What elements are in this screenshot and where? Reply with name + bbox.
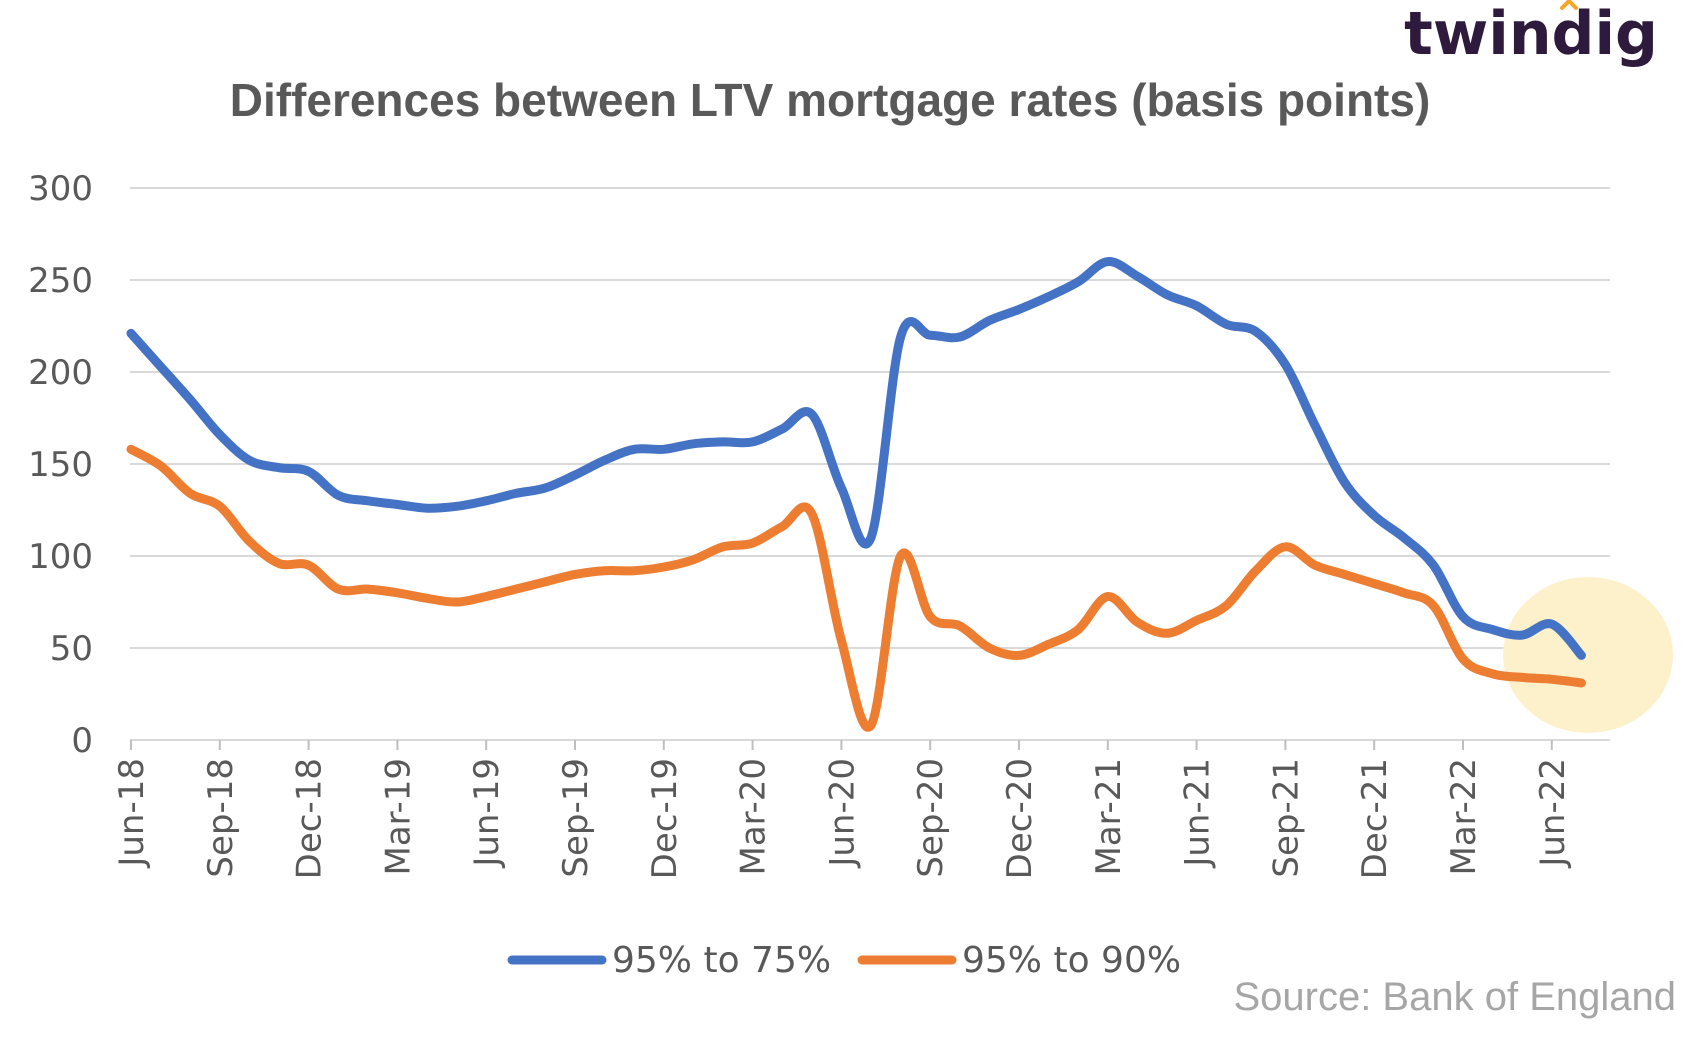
x-tick-label: Dec-18: [290, 758, 330, 879]
x-tick-label: Mar-19: [378, 758, 418, 876]
series-line-95-to-75: [126, 257, 1586, 660]
x-tick-label: Jun-19: [467, 758, 507, 869]
x-tick-label: Dec-20: [1000, 758, 1040, 879]
series-lines: [126, 257, 1586, 732]
x-tick-label: Sep-20: [911, 758, 951, 878]
x-tick-label: Sep-21: [1266, 758, 1306, 878]
y-axis-ticks: 0 50 100 150 200 250 300: [28, 169, 93, 761]
x-tick-label: Dec-21: [1355, 758, 1395, 879]
legend: 95% to 75% 95% to 90%: [507, 940, 1181, 981]
legend-label: 95% to 75%: [612, 940, 831, 981]
series-line-95-to-90: [126, 444, 1586, 732]
x-tick-label: Mar-21: [1089, 758, 1129, 876]
y-tick-label: 0: [71, 721, 93, 761]
x-tick-label: Mar-22: [1444, 758, 1484, 876]
y-tick-label: 200: [28, 353, 93, 393]
legend-label: 95% to 90%: [962, 940, 1181, 981]
gridlines: [130, 187, 1610, 649]
highlight-circle: [1503, 577, 1673, 733]
x-tick-label: Mar-20: [734, 758, 774, 876]
source-note: Source: Bank of England: [1233, 975, 1676, 1019]
logo-text: twindig: [1404, 0, 1658, 69]
x-tick-label: Jun-21: [1178, 758, 1218, 869]
y-tick-label: 50: [50, 629, 93, 669]
chart-title: Differences between LTV mortgage rates (…: [230, 74, 1431, 126]
twindig-logo: twindig: [1404, 0, 1658, 69]
y-tick-label: 250: [28, 261, 93, 301]
x-tick-label: Jun-20: [822, 758, 862, 869]
y-tick-label: 100: [28, 537, 93, 577]
x-tick-label: Sep-19: [556, 758, 596, 878]
x-tick-label: Sep-18: [201, 758, 241, 878]
x-tick-label: Jun-18: [112, 758, 152, 869]
x-tick-label: Dec-19: [645, 758, 685, 879]
y-tick-label: 150: [28, 445, 93, 485]
logo-accent-icon: [1560, 0, 1578, 10]
x-axis-ticks: Jun-18 Sep-18 Dec-18 Mar-19 Jun-19 Sep-19 Dec-…: [112, 740, 1573, 879]
x-tick-label: Jun-22: [1533, 758, 1573, 869]
y-tick-label: 300: [28, 169, 93, 209]
